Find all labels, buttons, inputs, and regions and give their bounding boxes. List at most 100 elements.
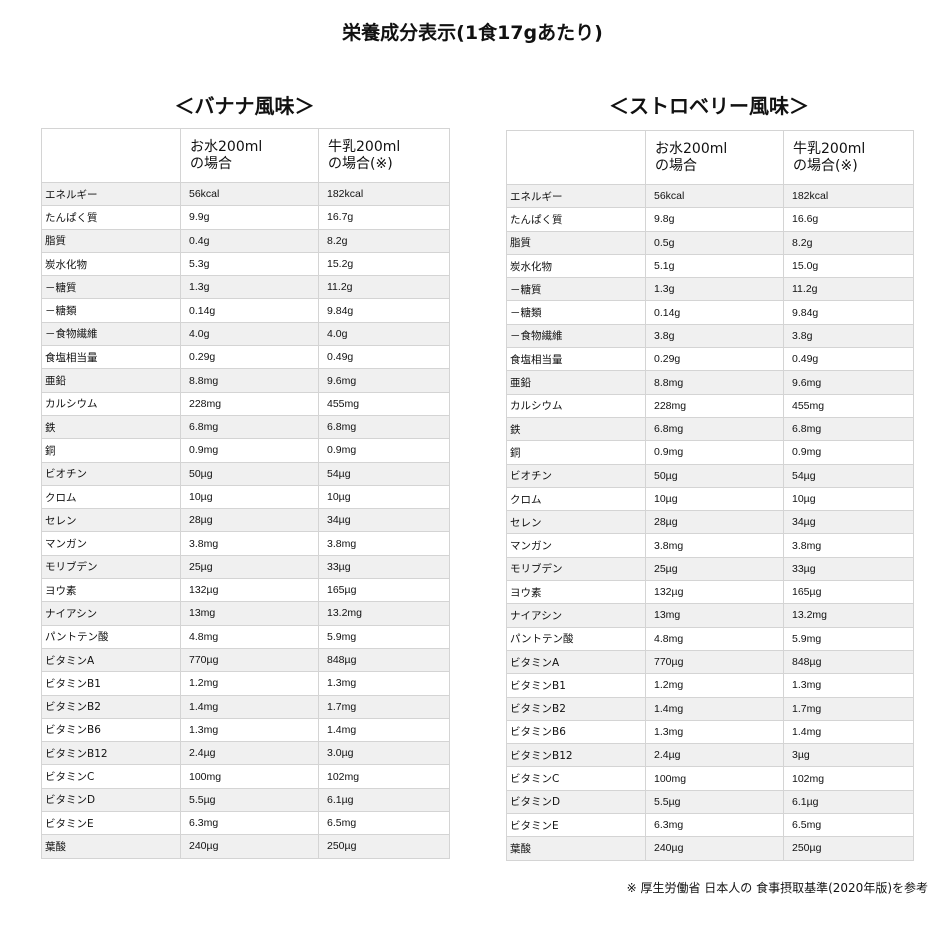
- header-nutrient: [41, 128, 181, 183]
- table-row: たんぱく質 9.8g 16.6g: [506, 207, 914, 232]
- nutrient-name: クロム: [41, 484, 181, 510]
- milk-value: 15.2g: [318, 251, 450, 277]
- nutrient-name: ビタミンB2: [506, 696, 646, 721]
- table-row: 食塩相当量 0.29g 0.49g: [41, 345, 450, 370]
- table-row: 銅 0.9mg 0.9mg: [41, 438, 450, 463]
- water-value: 13mg: [645, 603, 784, 628]
- milk-value: 34µg: [318, 508, 450, 533]
- table-row: 炭水化物 5.1g 15.0g: [506, 253, 914, 279]
- table-row: ナイアシン 13mg 13.2mg: [41, 601, 450, 626]
- nutrient-name: 鉄: [506, 416, 646, 442]
- water-value: 8.8mg: [180, 368, 319, 393]
- milk-value: 9.84g: [318, 298, 450, 323]
- table-row: マンガン 3.8mg 3.8mg: [506, 533, 914, 558]
- water-value: 6.3mg: [645, 813, 784, 838]
- water-value: 228mg: [645, 393, 784, 418]
- milk-value: 5.9mg: [783, 626, 914, 651]
- nutrient-name: セレン: [506, 510, 646, 535]
- milk-value: 54µg: [318, 461, 450, 486]
- table-row: 鉄 6.8mg 6.8mg: [506, 416, 914, 442]
- milk-value: 0.9mg: [783, 440, 914, 465]
- nutrient-name: －糖質: [41, 275, 181, 300]
- nutrient-name: モリブデン: [506, 556, 646, 582]
- milk-value: 3.8mg: [318, 531, 450, 556]
- water-value: 4.0g: [180, 321, 319, 347]
- table-row: ビタミンD 5.5µg 6.1µg: [506, 789, 914, 815]
- milk-value: 16.7g: [318, 205, 450, 230]
- nutrient-name: ナイアシン: [41, 601, 181, 626]
- water-value: 1.3mg: [180, 717, 319, 743]
- nutrient-name: 葉酸: [506, 836, 646, 861]
- water-value: 9.8g: [645, 207, 784, 232]
- nutrient-name: ビタミンC: [41, 764, 181, 789]
- water-value: 28µg: [645, 510, 784, 535]
- table-row: ビタミンC 100mg 102mg: [506, 766, 914, 791]
- water-value: 100mg: [180, 764, 319, 789]
- strawberry-flavor-heading: ＜ストロベリー風味＞: [609, 94, 809, 118]
- milk-value: 0.49g: [318, 345, 450, 370]
- nutrient-name: －食物繊維: [506, 323, 646, 349]
- nutrient-name: カルシウム: [506, 393, 646, 418]
- water-value: 3.8g: [645, 323, 784, 349]
- water-value: 240µg: [180, 834, 319, 859]
- milk-value: 1.4mg: [318, 717, 450, 743]
- table-row: クロム 10µg 10µg: [506, 486, 914, 512]
- nutrient-name: カルシウム: [41, 391, 181, 416]
- nutrient-name: －糖類: [506, 300, 646, 325]
- milk-value: 3.8g: [783, 323, 914, 349]
- milk-value: 455mg: [318, 391, 450, 416]
- header-water: お水200ml の場合: [645, 130, 784, 185]
- milk-value: 0.49g: [783, 347, 914, 372]
- milk-value: 8.2g: [318, 228, 450, 253]
- table-row: セレン 28µg 34µg: [506, 510, 914, 535]
- table-row: 食塩相当量 0.29g 0.49g: [506, 347, 914, 372]
- water-value: 8.8mg: [645, 370, 784, 395]
- water-value: 1.2mg: [645, 673, 784, 698]
- water-value: 3.8mg: [180, 531, 319, 556]
- milk-value: 1.7mg: [783, 696, 914, 721]
- water-value: 0.9mg: [180, 438, 319, 463]
- header-line: 牛乳200ml: [328, 138, 401, 155]
- milk-value: 6.1µg: [318, 787, 450, 813]
- water-value: 0.29g: [645, 347, 784, 372]
- nutrient-name: ビオチン: [506, 463, 646, 488]
- water-value: 10µg: [645, 486, 784, 512]
- nutrient-name: ビタミンB1: [41, 671, 181, 696]
- header-line: の場合(※): [328, 155, 393, 172]
- water-value: 6.8mg: [645, 416, 784, 442]
- nutrient-name: ビオチン: [41, 461, 181, 486]
- table-row: 炭水化物 5.3g 15.2g: [41, 251, 450, 277]
- table-row: パントテン酸 4.8mg 5.9mg: [41, 624, 450, 649]
- nutrient-name: エネルギー: [506, 183, 646, 209]
- milk-value: 15.0g: [783, 253, 914, 279]
- milk-value: 33µg: [318, 554, 450, 580]
- water-value: 0.4g: [180, 228, 319, 253]
- water-value: 0.29g: [180, 345, 319, 370]
- water-value: 10µg: [180, 484, 319, 510]
- table-row: たんぱく質 9.9g 16.7g: [41, 205, 450, 230]
- milk-value: 6.8mg: [783, 416, 914, 442]
- nutrient-name: ビタミンB6: [506, 719, 646, 745]
- nutrient-name: ビタミンA: [506, 649, 646, 675]
- nutrient-name: ビタミンB2: [41, 694, 181, 719]
- milk-value: 8.2g: [783, 230, 914, 255]
- nutrient-name: 銅: [506, 440, 646, 465]
- milk-value: 4.0g: [318, 321, 450, 347]
- milk-value: 848µg: [783, 649, 914, 675]
- strawberry-nutrition-table: お水200ml の場合 牛乳200ml の場合(※) エネルギー 56kcal 182k…: [506, 130, 914, 861]
- milk-value: 10µg: [318, 484, 450, 510]
- header-row: お水200ml の場合 牛乳200ml の場合(※): [41, 128, 450, 183]
- table-row: セレン 28µg 34µg: [41, 508, 450, 533]
- water-value: 5.5µg: [180, 787, 319, 813]
- milk-value: 16.6g: [783, 207, 914, 232]
- milk-value: 250µg: [318, 834, 450, 859]
- table-row: 銅 0.9mg 0.9mg: [506, 440, 914, 465]
- milk-value: 250µg: [783, 836, 914, 861]
- banana-nutrition-table: お水200ml の場合 牛乳200ml の場合(※) エネルギー 56kcal 182k…: [41, 128, 450, 859]
- milk-value: 182kcal: [318, 181, 450, 207]
- water-value: 770µg: [645, 649, 784, 675]
- table-row: ビタミンB2 1.4mg 1.7mg: [506, 696, 914, 721]
- milk-value: 165µg: [318, 578, 450, 603]
- header-line: お水200ml: [655, 140, 728, 157]
- table-row: －糖類 0.14g 9.84g: [506, 300, 914, 325]
